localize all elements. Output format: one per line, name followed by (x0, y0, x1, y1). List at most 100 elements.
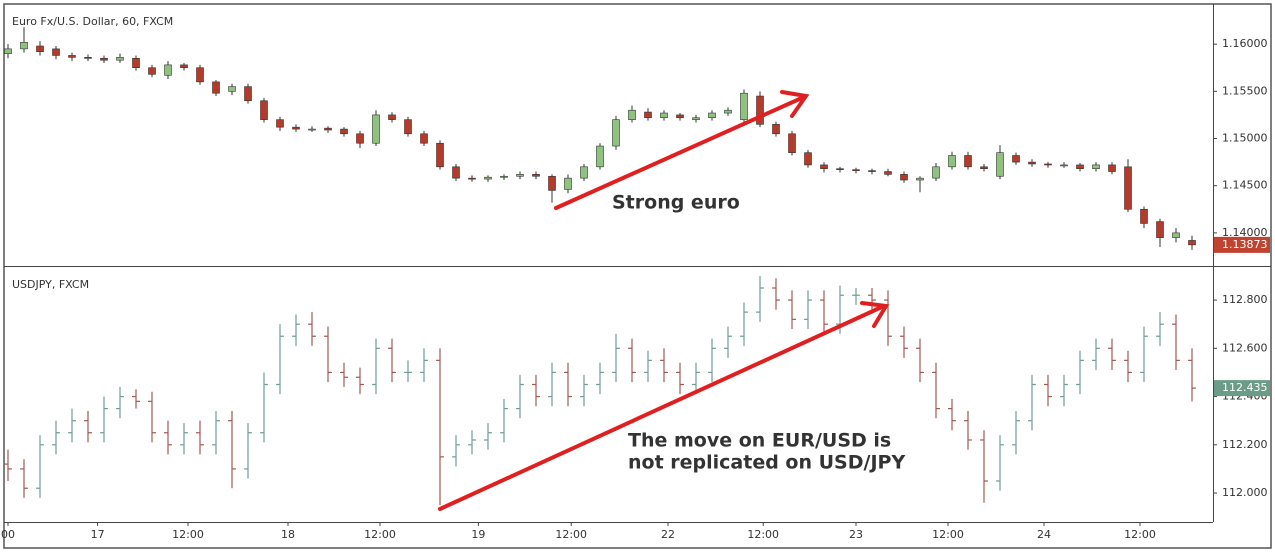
chart-title: USDJPY, FXCM (12, 278, 89, 291)
candle-body (788, 133, 796, 153)
candle-body (52, 48, 60, 56)
candle-body (1044, 163, 1052, 166)
candle-body (916, 177, 924, 181)
candle-body (196, 67, 204, 83)
candle-body (420, 133, 428, 144)
price-label: 112.435 (1222, 381, 1268, 394)
price-badge (1214, 380, 1270, 397)
marks: 1.14000 1.14500 1.15000 1.15500 1.16000 1.138… (1, 27, 1270, 541)
candle-body (36, 45, 44, 52)
candle-body (772, 124, 780, 135)
arrow (554, 90, 810, 210)
candle-body (900, 174, 908, 181)
candle-body (692, 117, 700, 120)
y-tick-label: 1.15500 (1222, 84, 1268, 97)
candle-body (1124, 166, 1132, 210)
candle-body (596, 145, 604, 168)
candle-body (836, 168, 844, 171)
candle-body (4, 48, 12, 54)
price-label: 1.13873 (1222, 238, 1268, 251)
candle-body (500, 175, 508, 178)
candle-body (340, 128, 348, 135)
candle-body (964, 155, 972, 168)
frame (3, 3, 1272, 549)
candle-body (324, 127, 332, 131)
candle-body (516, 174, 524, 177)
candle-body (1156, 221, 1164, 238)
candle-body (164, 64, 172, 76)
y-tick-label: 1.14000 (1222, 226, 1268, 239)
candle-body (660, 112, 668, 119)
candle-body (708, 112, 716, 119)
candle-body (1108, 164, 1116, 172)
candle-body (388, 114, 396, 120)
y-tick-label: 1.16000 (1222, 37, 1268, 50)
candle-body (292, 126, 300, 130)
candle-body (628, 109, 636, 120)
x-tick-label: 23 (849, 528, 863, 541)
candle-body (564, 177, 572, 190)
y-tick-label: 1.15000 (1222, 132, 1268, 145)
candle-body (212, 81, 220, 94)
candle-body (1092, 164, 1100, 170)
annotation: Strong euro (612, 192, 740, 214)
candle-body (820, 164, 828, 170)
chart-title: Euro Fx/U.S. Dollar, 60, FXCM (12, 15, 173, 28)
price-badge (1214, 236, 1270, 253)
candle-body (436, 142, 444, 168)
candle-body (1012, 155, 1020, 163)
candle-body (804, 152, 812, 166)
candle-body (580, 166, 588, 179)
candle-body (308, 128, 316, 131)
candle-body (1140, 208, 1148, 224)
x-tick-label: 12:00 (1124, 528, 1156, 541)
candle-body (532, 174, 540, 177)
candle-body (932, 166, 940, 179)
candle-body (1028, 161, 1036, 165)
y-tick-label: 112.200 (1222, 438, 1268, 451)
candle-body (356, 133, 364, 144)
candle-body (1172, 232, 1180, 238)
candle-body (1076, 164, 1084, 170)
x-tick-label: 12:00 (747, 528, 779, 541)
annotation: not replicated on USD/JPY (628, 452, 905, 474)
candle-body (276, 119, 284, 128)
candle-body (612, 119, 620, 147)
candle-body (180, 64, 188, 69)
x-tick-label: 24 (1037, 528, 1051, 541)
annotation: The move on EUR/USD is (628, 430, 891, 452)
candle-body (404, 119, 412, 135)
candle-body (980, 166, 988, 170)
x-tick-label: 19 (471, 528, 485, 541)
x-tick-label: 12:00 (364, 528, 396, 541)
candle-body (740, 92, 748, 120)
candle-body (228, 86, 236, 92)
candle-body (1060, 164, 1068, 167)
x-tick-label: 17 (91, 528, 105, 541)
candle-body (852, 169, 860, 171)
candle-body (468, 177, 476, 180)
candle-body (84, 57, 92, 59)
candle-body (68, 55, 76, 58)
x-tick-label: 12:00 (555, 528, 587, 541)
x-tick-label: 18 (281, 528, 295, 541)
arrow (438, 301, 890, 511)
candle-body (452, 166, 460, 179)
x-tick-label: 12:00 (932, 528, 964, 541)
y-tick-label: 112.800 (1222, 293, 1268, 306)
candle-body (996, 152, 1004, 177)
x-tick-label: 00 (1, 528, 15, 541)
candle-body (644, 111, 652, 119)
candle-body (1188, 240, 1196, 246)
candle-body (148, 67, 156, 75)
y-tick-label: 1.14500 (1222, 179, 1268, 192)
candle-body (260, 100, 268, 120)
candle-body (116, 57, 124, 61)
candle-body (100, 57, 108, 61)
candle-body (724, 109, 732, 114)
candle-body (868, 170, 876, 172)
x-tick-label: 12:00 (172, 528, 204, 541)
y-tick-label: 112.600 (1222, 341, 1268, 354)
